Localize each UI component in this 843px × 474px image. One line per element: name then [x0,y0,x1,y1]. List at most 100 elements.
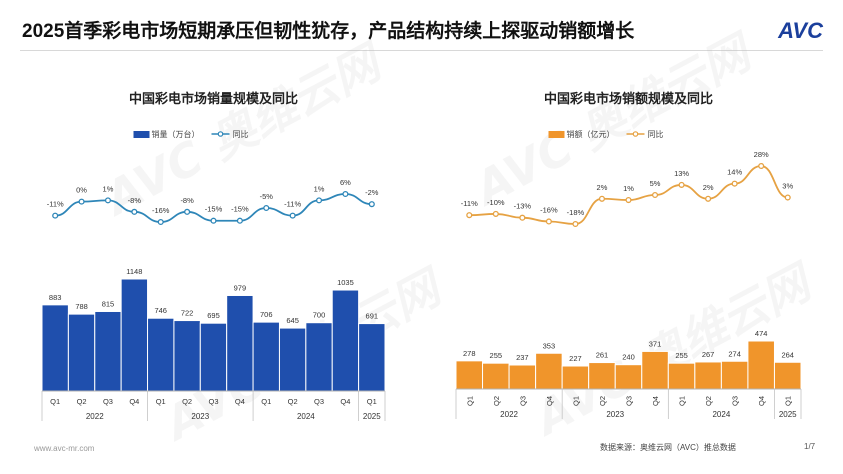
volume-yoy-label: -16% [152,206,170,215]
volume-bar [147,317,175,392]
value-yoy-label: -10% [487,198,505,207]
value-bar [508,364,537,390]
value-yoy-point [466,212,473,219]
volume-x-tick-label: Q4 [129,397,139,406]
value-yoy-label: 5% [650,179,661,188]
value-legend-line-label: 同比 [648,129,664,139]
volume-x-tick-label: Q4 [340,397,350,406]
value-x-tick-label: Q3 [518,396,527,406]
volume-yoy-label: -5% [260,192,274,201]
volume-yoy-label: -11% [284,200,301,209]
value-bar [667,362,696,390]
volume-x-tick-label: Q1 [367,397,377,406]
value-bar-value-label: 371 [649,339,662,348]
value-bar [588,362,616,390]
volume-bar-value-label: 1035 [337,278,354,287]
data-source: 数据来源：奥维云网（AVC）推总数据 [600,443,736,452]
value-yoy-label: 3% [782,182,793,191]
value-yoy-point [678,181,685,188]
volume-legend-bar-swatch [133,131,150,138]
value-x-tick-label: Q4 [757,396,766,406]
value-yoy-label: 14% [727,168,742,177]
value-yoy-label: 28% [754,150,769,159]
page-title: 2025首季彩电市场短期承压但韧性犹存，产品结构持续上探驱动销额增长 [22,21,635,42]
value-chart-title: 中国彩电市场销额规模及同比 [544,91,713,106]
volume-yoy-point [184,208,191,215]
value-x-tick-label: Q1 [465,396,474,406]
value-bar-value-label: 255 [490,351,503,360]
volume-bar-value-label: 706 [260,310,273,319]
value-year-label: 2024 [712,410,730,419]
volume-x-tick-label: Q4 [235,397,245,406]
volume-yoy-point [78,198,85,205]
value-bar-value-label: 261 [596,351,609,360]
volume-year-label: 2024 [297,412,315,421]
page-number: 1/7 [804,442,816,451]
volume-yoy-label: 1% [103,184,114,193]
value-yoy-point [651,191,659,199]
volume-bar-value-label: 691 [366,312,379,321]
volume-bar [226,294,254,392]
volume-yoy-label: -15% [231,205,249,214]
volume-bar [358,323,386,392]
value-bar-value-label: 267 [702,350,715,359]
volume-year-label: 2025 [363,412,381,421]
value-yoy-point [545,218,552,225]
value-bar-value-label: 474 [755,329,768,338]
value-x-tick-label: Q1 [678,396,687,406]
value-x-tick-label: Q1 [784,396,793,406]
value-yoy-label: -11% [461,199,478,208]
value-legend-bar-label: 销额（亿元） [567,129,615,139]
value-year-label: 2022 [500,410,518,419]
volume-yoy-label: 6% [340,178,351,187]
title-divider [20,50,823,51]
volume-yoy-label: -8% [180,196,194,205]
value-x-tick-label: Q3 [731,396,740,406]
volume-year-label: 2023 [191,412,209,421]
volume-yoy-point [342,190,349,198]
volume-x-tick-label: Q3 [314,397,324,406]
volume-legend-bar-label: 销量（万台） [152,129,200,139]
value-bar [561,365,590,390]
volume-yoy-label: -8% [128,196,142,205]
value-yoy-label: 1% [623,184,634,193]
volume-bar [252,321,280,392]
volume-yoy-point [104,197,112,204]
value-legend-bar-swatch [548,131,565,138]
value-yoy-label: 2% [703,183,714,192]
volume-x-tick-label: Q1 [261,397,271,406]
value-yoy-point [705,195,712,202]
value-bar [641,350,669,390]
value-x-tick-label: Q2 [598,396,607,406]
volume-legend-line-marker [217,131,224,137]
value-x-tick-label: Q2 [704,396,713,406]
value-yoy-point [519,214,526,221]
value-bar-value-label: 255 [675,351,688,360]
volume-bar [305,322,333,392]
value-bar [747,340,775,390]
volume-x-tick-label: Q2 [288,397,298,406]
volume-chart-title: 中国彩电市场销量规模及同比 [129,91,298,106]
value-bar [694,361,722,390]
volume-bar-value-label: 815 [102,299,115,308]
volume-yoy-point [210,217,217,224]
value-x-tick-label: Q3 [625,396,634,406]
volume-yoy-point [236,217,243,224]
value-x-tick-label: Q4 [651,396,660,406]
value-yoy-point [625,196,632,204]
volume-bar-value-label: 695 [207,311,220,320]
value-bar [720,360,749,390]
volume-yoy-point [368,201,375,208]
value-year-label: 2023 [606,410,624,419]
volume-bar-value-label: 883 [49,293,62,302]
avc-logo: AVC [778,18,823,44]
volume-yoy-point [131,208,138,215]
volume-yoy-point [289,212,296,219]
value-x-tick-label: Q1 [571,396,580,406]
value-bar-value-label: 274 [728,349,741,358]
value-bar [614,364,643,390]
volume-yoy-label: 0% [76,186,87,195]
value-bar-value-label: 240 [622,353,635,362]
volume-yoy-point [315,197,323,204]
